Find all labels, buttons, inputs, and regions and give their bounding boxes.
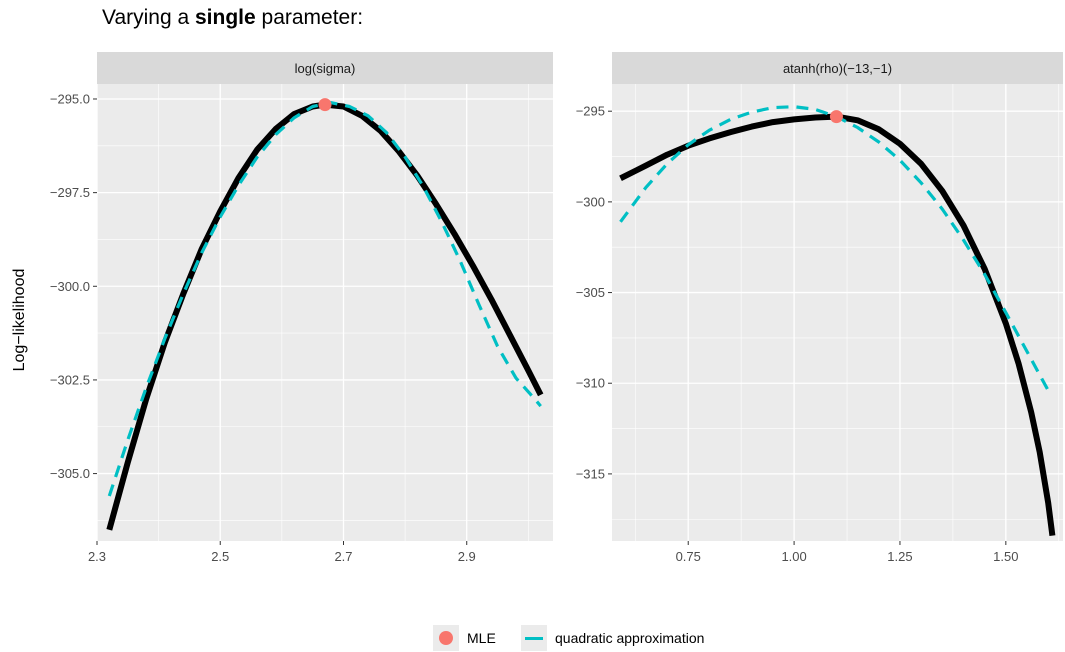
legend-label-quadratic: quadratic approximation — [555, 630, 705, 646]
y-tick-label: −302.5 — [50, 372, 90, 387]
x-tick-label: 1.50 — [993, 549, 1018, 564]
x-tick-label: 2.7 — [334, 549, 352, 564]
legend-item-quadratic: quadratic approximation — [521, 625, 704, 651]
log-likelihood-line — [619, 113, 1056, 536]
mle-dot-icon — [439, 631, 453, 645]
legend-key-quadratic — [521, 625, 547, 651]
panel-background — [97, 84, 553, 541]
mle-point — [829, 110, 843, 124]
x-tick-label: 2.9 — [458, 549, 476, 564]
legend: MLE quadratic approximation — [0, 625, 1065, 651]
facet-strip-label: atanh(rho)(−13,−1) — [783, 61, 892, 76]
y-tick-label: −300 — [576, 194, 605, 209]
legend-item-mle: MLE — [433, 625, 496, 651]
y-tick-label: −305.0 — [50, 466, 90, 481]
y-tick-label: −300.0 — [50, 279, 90, 294]
y-tick-label: −310 — [576, 376, 605, 391]
facet-strip — [97, 52, 553, 84]
mle-point — [318, 98, 332, 112]
x-tick-label: 2.3 — [88, 549, 106, 564]
legend-key-mle — [433, 625, 459, 651]
y-tick-label: −297.5 — [50, 185, 90, 200]
facet-strip — [612, 52, 1063, 84]
x-tick-label: 1.25 — [887, 549, 912, 564]
x-tick-label: 2.5 — [211, 549, 229, 564]
x-tick-label: 1.00 — [781, 549, 806, 564]
y-tick-label: −305 — [576, 285, 605, 300]
y-tick-label: −295.0 — [50, 91, 90, 106]
dash-line-icon — [525, 637, 543, 640]
facet-strip-label: log(sigma) — [295, 61, 356, 76]
legend-label-mle: MLE — [467, 630, 496, 646]
y-tick-label: −295 — [576, 104, 605, 119]
y-tick-label: −315 — [576, 466, 605, 481]
facet-chart: log(sigma) 2.3 2.5 2.7 2.9 −295.0 −297.5 −300.0… — [50, 52, 1063, 564]
chart-title: Varying a single parameter: — [102, 6, 364, 29]
x-tick-label: 0.75 — [676, 549, 701, 564]
panel-background — [612, 84, 1063, 541]
